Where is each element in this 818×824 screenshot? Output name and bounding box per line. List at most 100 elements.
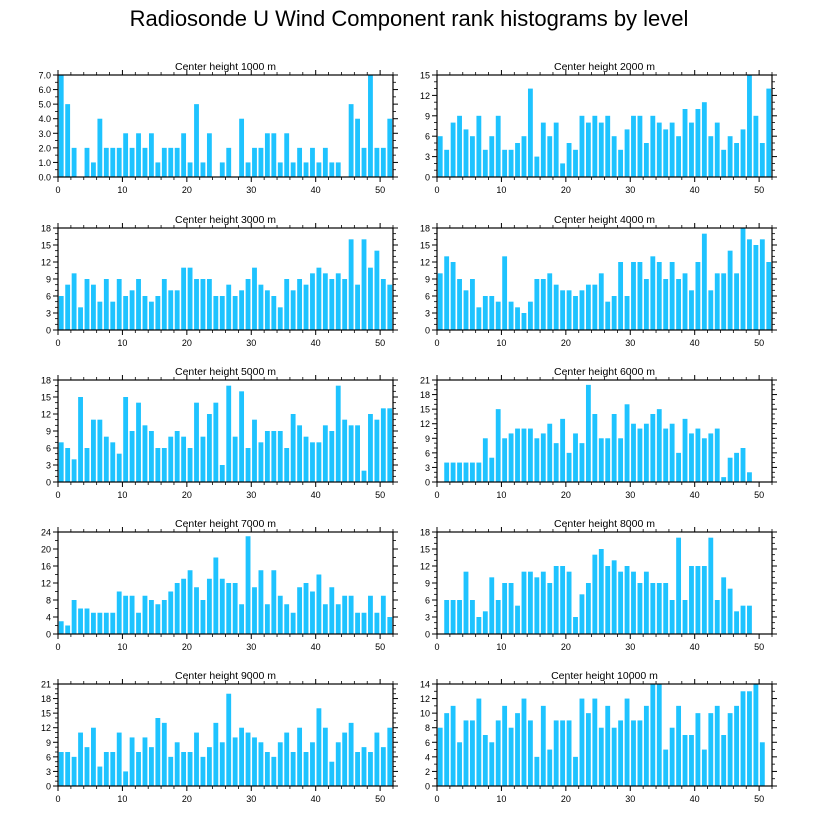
histogram-bar <box>444 256 450 330</box>
histogram-bar <box>656 409 662 482</box>
y-tick-label: 0 <box>46 326 51 336</box>
histogram-bar <box>598 122 604 177</box>
histogram-bar <box>329 431 335 482</box>
histogram-bar <box>457 462 462 482</box>
histogram-bar <box>553 443 559 482</box>
histogram-bar <box>380 747 386 786</box>
histogram-bar <box>58 442 64 482</box>
histogram-bar <box>495 409 501 482</box>
histogram-bar <box>695 109 701 177</box>
histogram-bar <box>142 147 148 177</box>
y-tick-label: 12 <box>420 258 430 268</box>
histogram-bar <box>264 133 270 177</box>
histogram-bar <box>527 88 533 177</box>
histogram-bar <box>91 284 96 330</box>
histogram-bar <box>444 600 450 634</box>
histogram-bar <box>663 279 669 330</box>
histogram-bar <box>213 722 219 786</box>
panel-title: Center height 6000 m <box>554 366 655 378</box>
histogram-bar <box>553 566 559 634</box>
histogram-bar <box>727 136 733 177</box>
histogram-bar <box>470 600 475 634</box>
histogram-bar <box>271 570 277 634</box>
histogram-bar <box>258 442 264 482</box>
histogram-bar <box>187 448 193 482</box>
histogram-bar <box>482 438 488 482</box>
y-tick-label: 0 <box>46 478 51 488</box>
histogram-bar <box>277 307 283 330</box>
histogram-bar <box>669 122 675 177</box>
y-tick-label: 7.0 <box>38 71 51 81</box>
histogram-bar <box>585 713 591 786</box>
panel-title: Center height 2000 m <box>554 61 655 73</box>
histogram-bar <box>624 129 630 177</box>
histogram-bar <box>734 705 739 786</box>
histogram-bar <box>540 279 546 330</box>
histogram-bar <box>547 136 553 177</box>
y-tick-label: 3 <box>425 152 430 162</box>
panel-title: Center height 1000 m <box>175 61 276 73</box>
histogram-bar <box>232 296 238 330</box>
x-tick-label: 10 <box>496 642 506 652</box>
histogram-bar <box>669 262 675 330</box>
x-tick-label: 30 <box>246 642 256 652</box>
histogram-bar <box>515 143 520 177</box>
x-tick-label: 50 <box>754 185 764 195</box>
histogram-bar <box>463 290 469 330</box>
histogram-bar <box>316 267 322 330</box>
histogram-bar <box>239 727 245 786</box>
x-tick-label: 50 <box>375 185 385 195</box>
histogram-bar <box>148 133 154 177</box>
histogram-bar <box>611 727 617 786</box>
histogram-bar <box>380 147 386 177</box>
histogram-bar <box>656 122 662 177</box>
histogram-bar <box>142 296 148 330</box>
histogram-bar <box>258 570 264 634</box>
x-tick-label: 40 <box>690 490 700 500</box>
x-tick-label: 20 <box>182 338 192 348</box>
y-tick-label: 6 <box>425 292 430 302</box>
histogram-bar <box>682 273 688 330</box>
histogram-bar <box>540 705 546 786</box>
histogram-bar <box>219 162 225 177</box>
histogram-bar <box>290 290 296 330</box>
histogram-bar <box>206 414 212 482</box>
histogram-bar <box>585 284 591 330</box>
histogram-bar <box>310 442 315 482</box>
y-tick-label: 0 <box>425 326 430 336</box>
histogram-bar <box>618 149 624 177</box>
histogram-bar <box>297 279 303 330</box>
histogram-bar <box>161 448 167 482</box>
histogram-bar <box>701 233 707 330</box>
histogram-bar <box>457 600 462 634</box>
histogram-bar <box>508 149 514 177</box>
histogram-bar <box>650 256 656 330</box>
histogram-bar <box>682 109 688 177</box>
histogram-bar <box>271 296 277 330</box>
x-tick-label: 10 <box>496 338 506 348</box>
histogram-bar <box>450 600 456 634</box>
histogram-bar <box>547 749 553 786</box>
histogram-bar <box>721 735 727 786</box>
x-tick-label: 10 <box>496 794 506 804</box>
y-tick-label: 18 <box>41 376 51 386</box>
x-tick-label: 0 <box>434 185 439 195</box>
histogram-bar <box>136 612 141 634</box>
y-tick-label: 9 <box>46 427 51 437</box>
y-tick-label: 4 <box>425 752 430 762</box>
x-tick-label: 30 <box>625 338 635 348</box>
histogram-bar <box>303 752 309 786</box>
histogram-bar <box>727 713 733 786</box>
histogram-bar <box>508 433 514 482</box>
y-tick-label: 6 <box>46 292 51 302</box>
histogram-bar <box>495 301 501 330</box>
histogram-bar <box>97 118 103 177</box>
histogram-bar <box>136 133 141 177</box>
histogram-bar <box>335 162 341 177</box>
y-tick-label: 12 <box>420 419 430 429</box>
histogram-bar <box>71 756 77 786</box>
x-tick-label: 50 <box>375 490 385 500</box>
histogram-bar <box>200 436 206 482</box>
histogram-bar <box>123 296 129 330</box>
x-tick-label: 20 <box>561 794 571 804</box>
